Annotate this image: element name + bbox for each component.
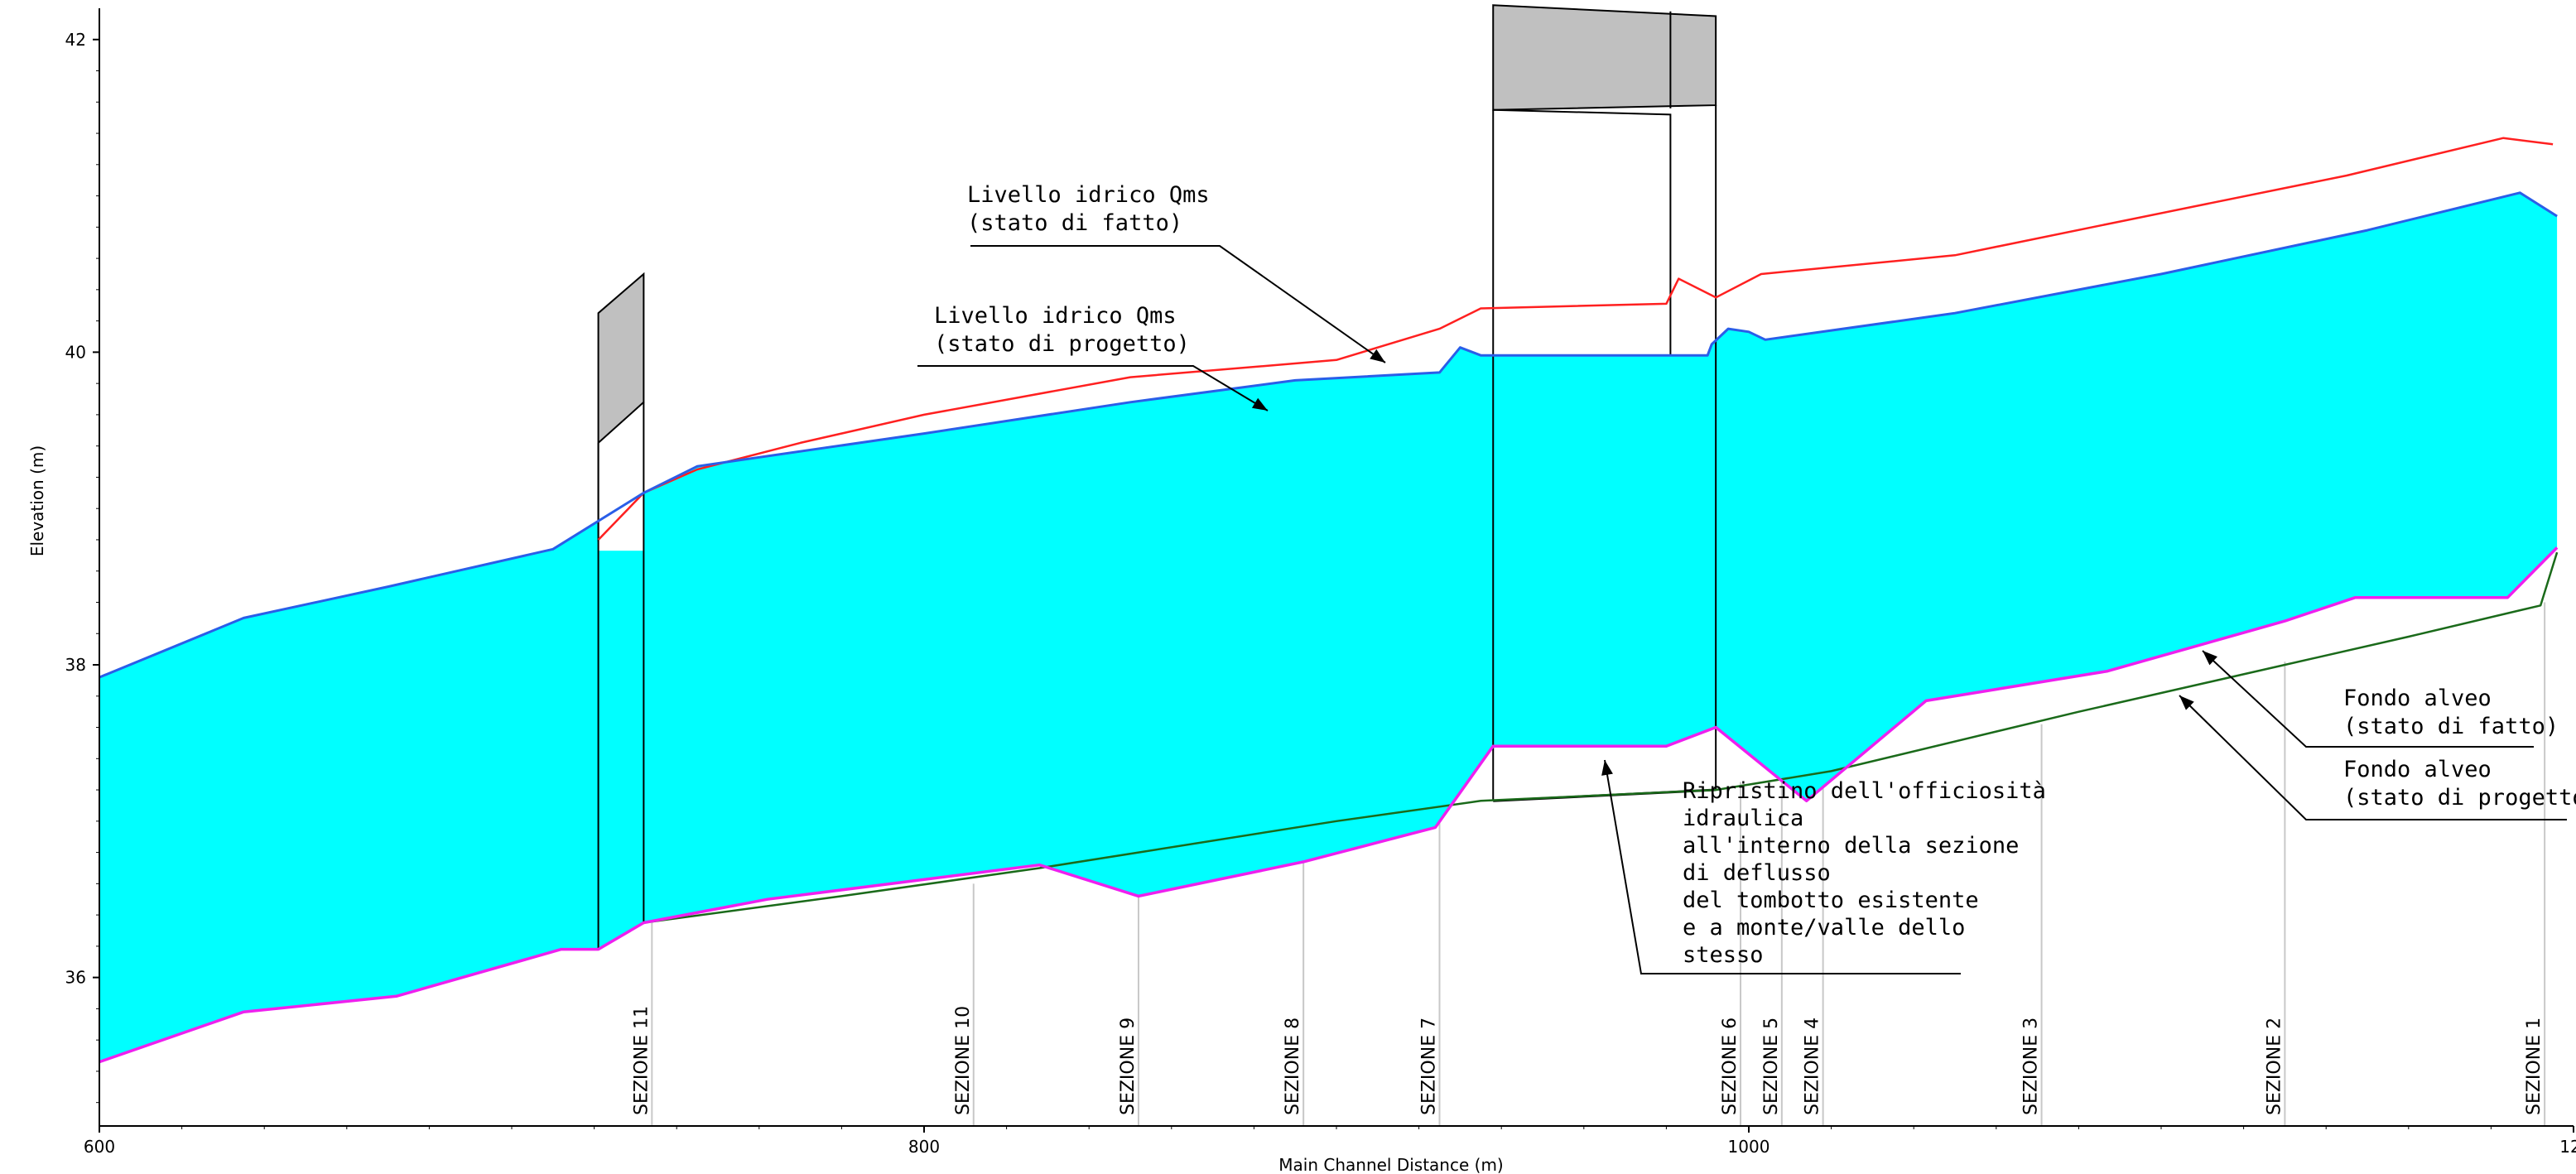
deck-left — [597, 272, 645, 445]
culvert-structures — [597, 4, 1717, 950]
y-tick-label: 40 — [65, 342, 86, 362]
leader-arrow — [1601, 760, 1613, 776]
profile-lines — [99, 137, 2559, 1064]
annotation-text: (stato di fatto) — [2343, 714, 2559, 739]
y-axis-title: Elevation (m) — [27, 445, 47, 556]
section-label: SEZIONE 3 — [2021, 1018, 2042, 1115]
section-label: SEZIONE 7 — [1419, 1018, 1440, 1115]
annotation-text: (stato di fatto) — [967, 210, 1182, 236]
annotation-text: stesso — [1683, 942, 1764, 968]
y-tick-label: 38 — [65, 655, 86, 675]
x-tick-label: 1000 — [1728, 1137, 1770, 1157]
annotation-text: Fondo alveo — [2343, 757, 2492, 782]
x-tick-label: 600 — [84, 1137, 115, 1157]
deck-main — [1492, 4, 1717, 111]
leader-arrow — [1370, 349, 1385, 363]
annotation-text: Livello idrico Qms — [934, 303, 1177, 329]
section-label: SEZIONE 1 — [2524, 1018, 2545, 1115]
leader-line — [1604, 759, 1961, 974]
x-axis-title: Main Channel Distance (m) — [1278, 1155, 1503, 1174]
x-tick-label: 12 — [2559, 1137, 2576, 1157]
section-label: SEZIONE 8 — [1283, 1018, 1303, 1115]
annotation-text: all'interno della sezione — [1683, 833, 2019, 859]
leader-arrow — [1251, 397, 1268, 411]
section-label: SEZIONE 6 — [1720, 1018, 1741, 1115]
annotation-text: Livello idrico Qms — [967, 182, 1210, 208]
leader-arrow — [2203, 651, 2217, 666]
y-tick-label: 36 — [65, 968, 86, 988]
section-label: SEZIONE 10 — [953, 1006, 974, 1115]
annotation-text: idraulica — [1683, 806, 1803, 831]
annotation-text: Fondo alveo — [2343, 686, 2492, 711]
section-label: SEZIONE 11 — [631, 1006, 652, 1115]
leader-line — [2179, 695, 2567, 820]
leader-line — [917, 365, 1269, 411]
x-tick-label: 800 — [908, 1137, 940, 1157]
wse_fatto-line — [597, 137, 2554, 541]
culvert-opening — [1493, 108, 1672, 356]
annotation-text: (stato di progetto) — [934, 331, 1190, 357]
section-label: SEZIONE 2 — [2264, 1018, 2285, 1115]
water-fill — [99, 192, 2558, 1062]
section-label: SEZIONE 4 — [1803, 1018, 1823, 1115]
annotation-text: e a monte/valle dello — [1683, 915, 1965, 941]
leader-line — [2202, 650, 2534, 748]
axes: 36 38 40 42 600 800 1000 12 — [65, 8, 2576, 1157]
annotation-text: di deflusso — [1683, 860, 1831, 886]
leader-arrow — [2179, 695, 2194, 710]
annotation-text: Ripristino dell'officiosità — [1683, 778, 2046, 804]
annotations: Livello idrico Qms (stato di fatto)Livel… — [917, 182, 2576, 974]
fondo_progetto-line — [643, 551, 2559, 924]
annotation-text: del tombotto esistente — [1683, 888, 1979, 913]
annotation-text: (stato di progetto) — [2343, 785, 2576, 811]
leader-line — [970, 245, 1386, 363]
fondo_fatto-line — [99, 546, 2559, 1064]
section-lines: SEZIONE 11 SEZIONE 10 SEZIONE 9 SEZIONE 8 SE… — [631, 602, 2546, 1126]
section-label: SEZIONE 5 — [1761, 1018, 1782, 1115]
y-tick-label: 42 — [65, 30, 86, 50]
wse_progetto-line — [99, 191, 2558, 679]
section-label: SEZIONE 9 — [1118, 1018, 1139, 1115]
